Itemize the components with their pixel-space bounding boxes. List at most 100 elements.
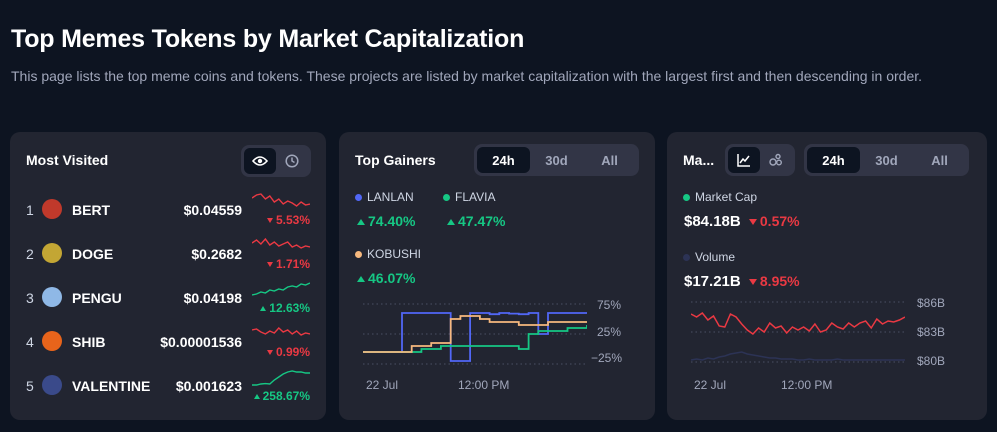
- market-cap-change: 0.57%: [748, 213, 800, 229]
- token-change: 1.71%: [266, 257, 310, 271]
- series-line-kobushi: [363, 315, 587, 353]
- market-chart[interactable]: [691, 296, 905, 368]
- top-gainers-range-selector: 24h 30d All: [474, 144, 639, 176]
- legend-flavia: FLAVIA: [443, 190, 495, 204]
- rank: 4: [26, 334, 34, 350]
- caret-up-icon: [447, 219, 455, 225]
- clock-icon[interactable]: [276, 148, 308, 174]
- most-visited-title: Most Visited: [26, 152, 109, 168]
- value: $17.21B: [684, 273, 741, 290]
- most-visited-toggle: [241, 145, 311, 177]
- most-visited-row[interactable]: 3 PENGU $0.04198 12.63%: [10, 276, 326, 320]
- range-tab-24h[interactable]: 24h: [477, 147, 530, 173]
- most-visited-row[interactable]: 1 BERT $0.04559 5.53%: [10, 188, 326, 232]
- sparkline: [252, 193, 310, 207]
- most-visited-row[interactable]: 5 VALENTINE $0.001623 258.67%: [10, 364, 326, 408]
- market-card: Ma... 24h 30d All Market Cap $84.18B 0.5…: [667, 132, 987, 420]
- top-gainers-card: Top Gainers 24h 30d All LANLAN FLAVIA 74…: [339, 132, 655, 420]
- series-line-lanlan: [363, 312, 587, 362]
- eye-icon[interactable]: [244, 148, 276, 174]
- market-view-toggle: [725, 144, 795, 176]
- kobushi-change: 46.07%: [357, 270, 415, 286]
- legend-label: FLAVIA: [455, 190, 496, 204]
- y-tick-label: $86B: [917, 296, 946, 310]
- caret-up-icon: [253, 394, 260, 399]
- x-tick-label: 12:00 PM: [781, 378, 833, 392]
- legend-dot: [683, 193, 690, 201]
- y-tick-label: $83B: [917, 325, 946, 339]
- caret-down-icon: [266, 350, 273, 355]
- legend-dot: [355, 193, 362, 201]
- sparkline: [252, 327, 310, 336]
- token-name: SHIB: [72, 334, 106, 350]
- flavia-change: 47.47%: [447, 213, 505, 229]
- legend-label: KOBUSHI: [367, 247, 422, 261]
- x-tick-label: 22 Jul: [694, 378, 727, 392]
- caret-down-icon: [748, 219, 757, 225]
- sparkline-line: [252, 193, 310, 207]
- line-chart-icon[interactable]: [728, 147, 760, 173]
- y-tick-label: 75%: [597, 298, 622, 312]
- caret-up-icon: [357, 219, 365, 225]
- caret-up-icon: [357, 276, 365, 282]
- change-value: 0.57%: [759, 213, 800, 229]
- most-visited-row[interactable]: 4 SHIB $0.00001536 0.99%: [10, 320, 326, 364]
- bubbles-icon[interactable]: [760, 147, 792, 173]
- change-value: 74.40%: [368, 213, 416, 229]
- legend-label: Volume: [695, 250, 736, 264]
- volume-change: 8.95%: [748, 273, 800, 289]
- most-visited-row[interactable]: 2 DOGE $0.2682 1.71%: [10, 232, 326, 276]
- range-tab-24h[interactable]: 24h: [807, 147, 860, 173]
- volume-value: $17.21B 8.95%: [684, 273, 800, 290]
- page-description: This page lists the top meme coins and t…: [11, 68, 923, 84]
- sparkline: [252, 370, 310, 386]
- legend-market-cap: Market Cap: [683, 190, 757, 204]
- token-name: DOGE: [72, 246, 114, 262]
- x-tick-label: 22 Jul: [366, 378, 399, 392]
- doge-logo-icon: [42, 243, 62, 263]
- series-line-volume: [691, 351, 905, 361]
- page-title: Top Memes Tokens by Market Capitalizatio…: [11, 25, 525, 53]
- token-price: $0.04198: [183, 290, 242, 306]
- change-value: 46.07%: [368, 270, 416, 286]
- y-tick-label: −25%: [591, 351, 623, 365]
- caret-up-icon: [260, 306, 267, 311]
- change-value: 12.63%: [269, 301, 310, 315]
- token-name: BERT: [72, 202, 111, 218]
- caret-down-icon: [748, 279, 757, 285]
- token-price: $0.001623: [175, 378, 242, 394]
- token-change: 5.53%: [266, 213, 310, 227]
- series-line-flavia: [363, 325, 587, 353]
- token-name: VALENTINE: [72, 378, 151, 394]
- value: $84.18B: [684, 213, 741, 230]
- legend-label: Market Cap: [695, 190, 758, 204]
- valentine-logo-icon: [42, 375, 62, 395]
- change-value: 8.95%: [759, 273, 800, 289]
- top-gainers-title: Top Gainers: [355, 152, 436, 168]
- y-tick-label: 25%: [597, 325, 622, 339]
- legend-dot: [683, 253, 690, 261]
- shib-logo-icon: [42, 331, 62, 351]
- range-tab-30d[interactable]: 30d: [545, 152, 568, 168]
- range-tab-all[interactable]: All: [601, 152, 618, 168]
- x-tick-label: 12:00 PM: [458, 378, 510, 392]
- token-price: $0.2682: [191, 246, 242, 262]
- token-price: $0.04559: [183, 202, 242, 218]
- rank: 1: [26, 202, 34, 218]
- rank: 5: [26, 378, 34, 394]
- sparkline-line: [252, 282, 310, 296]
- token-change: 258.67%: [253, 389, 310, 403]
- token-change: 12.63%: [260, 301, 310, 315]
- change-value: 258.67%: [262, 389, 310, 403]
- caret-down-icon: [266, 262, 273, 267]
- range-tab-all[interactable]: All: [931, 152, 948, 168]
- range-tab-30d[interactable]: 30d: [875, 152, 898, 168]
- rank: 2: [26, 246, 34, 262]
- change-value: 0.99%: [275, 345, 310, 359]
- change-value: 1.71%: [275, 257, 310, 271]
- legend-dot: [355, 250, 362, 258]
- sparkline-line: [252, 327, 310, 336]
- token-name: PENGU: [72, 290, 122, 306]
- change-value: 5.53%: [275, 213, 310, 227]
- top-gainers-chart[interactable]: [363, 298, 587, 370]
